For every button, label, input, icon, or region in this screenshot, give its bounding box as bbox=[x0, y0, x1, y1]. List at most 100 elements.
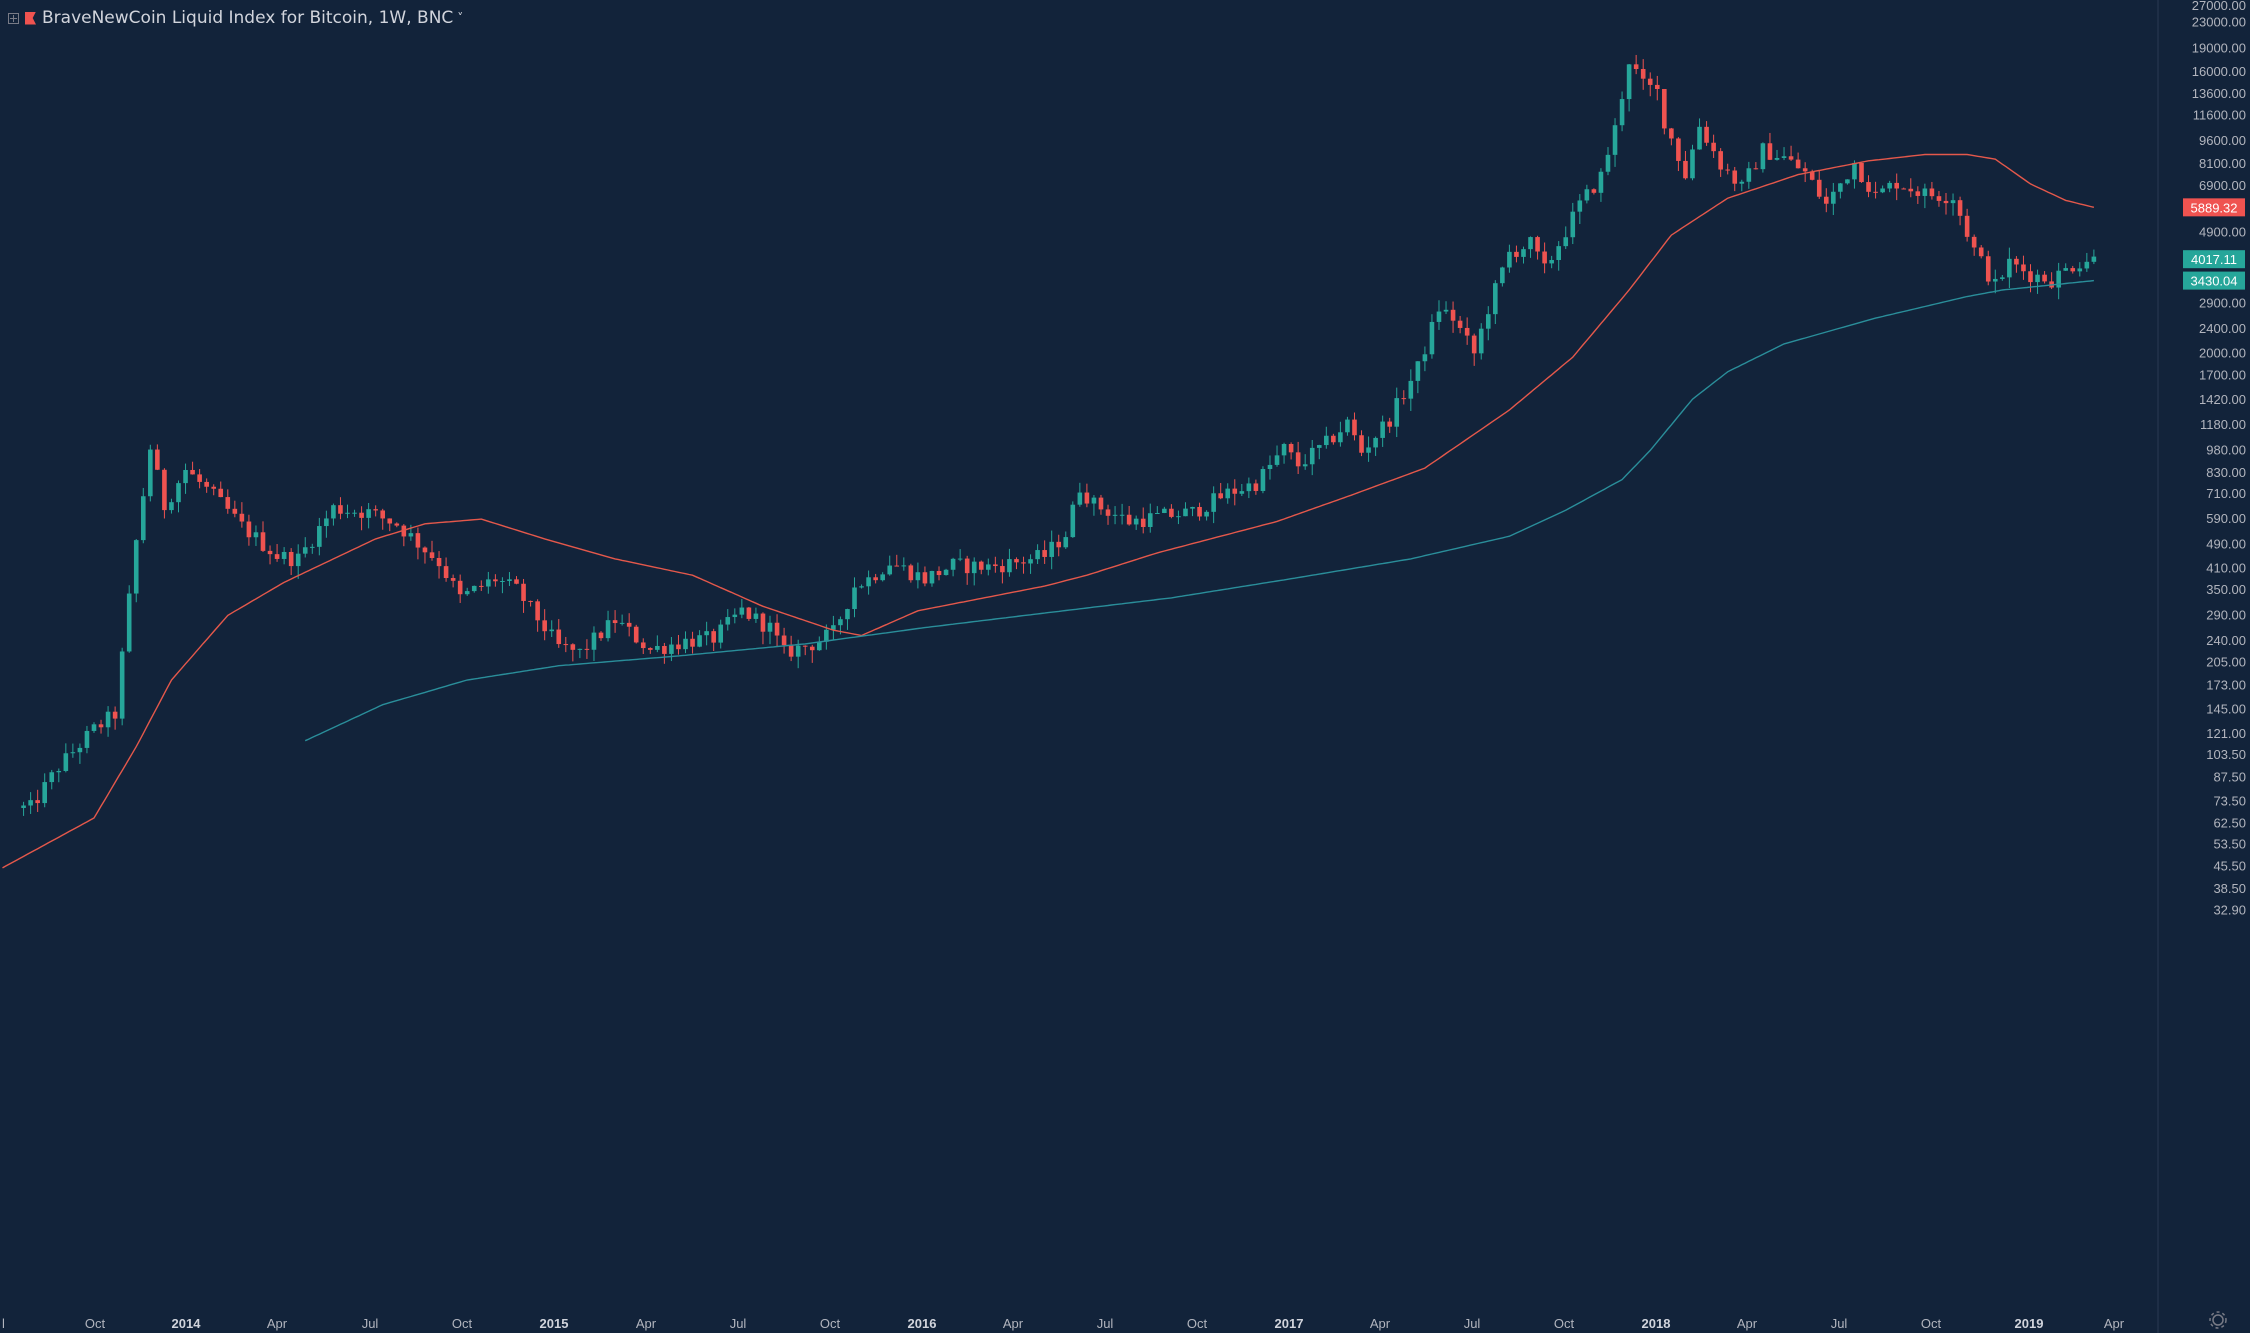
price-tick-label: 11600.00 bbox=[2193, 107, 2246, 122]
candle bbox=[493, 574, 498, 587]
symbol-title[interactable]: BraveNewCoin Liquid Index for Bitcoin, 1… bbox=[42, 8, 454, 28]
candle bbox=[1408, 369, 1414, 411]
candle bbox=[21, 801, 26, 816]
chart-legend[interactable]: BraveNewCoin Liquid Index for Bitcoin, 1… bbox=[8, 7, 463, 29]
candle bbox=[98, 719, 104, 734]
candle bbox=[1852, 160, 1857, 189]
candle bbox=[2056, 262, 2061, 300]
candle bbox=[824, 624, 829, 650]
candle bbox=[507, 572, 512, 586]
candle bbox=[1387, 417, 1392, 433]
candle bbox=[1197, 502, 1202, 521]
candle bbox=[986, 558, 991, 576]
candle bbox=[1485, 306, 1491, 341]
flag-icon[interactable] bbox=[25, 11, 36, 25]
candle bbox=[563, 636, 569, 653]
candle bbox=[964, 555, 970, 585]
candle bbox=[859, 584, 864, 589]
candle bbox=[549, 620, 555, 638]
candle bbox=[1239, 484, 1245, 497]
candle bbox=[2014, 256, 2019, 273]
time-tick-label: Oct bbox=[1921, 1316, 1942, 1331]
candle bbox=[866, 570, 871, 595]
price-tick-label: 103.50 bbox=[2206, 747, 2246, 762]
candle bbox=[429, 540, 435, 561]
candle bbox=[464, 587, 470, 596]
candle bbox=[697, 630, 702, 648]
candle bbox=[584, 639, 590, 659]
candle bbox=[873, 573, 878, 584]
candle bbox=[1464, 317, 1470, 345]
candle bbox=[1394, 387, 1400, 438]
candle bbox=[2084, 252, 2090, 272]
candle bbox=[936, 566, 942, 581]
candle bbox=[922, 566, 928, 587]
candle bbox=[781, 627, 787, 654]
candle bbox=[683, 631, 688, 654]
candle bbox=[1246, 477, 1252, 499]
price-axis[interactable]: 27000.00 23000.00 19000.00 16000.00 13600.00… bbox=[2192, 0, 2246, 917]
candle bbox=[1549, 255, 1554, 269]
candle bbox=[542, 609, 547, 641]
candle bbox=[957, 549, 963, 562]
candle bbox=[471, 585, 477, 593]
candle bbox=[239, 502, 245, 528]
candle bbox=[817, 636, 822, 651]
candle bbox=[1253, 479, 1259, 495]
candle bbox=[1640, 59, 1646, 90]
candle bbox=[535, 599, 540, 632]
candles-layer bbox=[21, 54, 2097, 816]
candle bbox=[993, 556, 998, 573]
candle bbox=[1493, 280, 1498, 325]
candle bbox=[1288, 442, 1294, 460]
candle bbox=[1838, 182, 1843, 199]
candle bbox=[577, 648, 583, 659]
candle bbox=[112, 706, 118, 730]
candle bbox=[1091, 495, 1097, 516]
candle bbox=[1316, 444, 1322, 460]
candle bbox=[1704, 121, 1709, 146]
candle bbox=[2042, 271, 2047, 284]
price-tick-label: 145.00 bbox=[2206, 701, 2246, 716]
time-tick-label: Oct bbox=[1187, 1316, 1208, 1331]
price-tick-label: 350.00 bbox=[2206, 582, 2246, 597]
time-tick-label: 2017 bbox=[1275, 1316, 1304, 1331]
price-tick-label: 1420.00 bbox=[2199, 392, 2246, 407]
time-tick-label: Apr bbox=[2104, 1316, 2125, 1331]
candle bbox=[1457, 315, 1463, 334]
price-tick-label: 980.00 bbox=[2206, 442, 2246, 457]
candle bbox=[1260, 466, 1266, 494]
candle bbox=[1859, 162, 1864, 183]
time-tick-label: Apr bbox=[1003, 1316, 1024, 1331]
candle bbox=[1331, 433, 1336, 445]
time-tick-label: Oct bbox=[85, 1316, 106, 1331]
candle bbox=[1514, 245, 1519, 263]
time-axis[interactable]: l Oct 2014 Apr Jul Oct 2015 Apr Jul Oct 2016 Apr Jul… bbox=[2, 1316, 2125, 1331]
candle bbox=[1823, 188, 1829, 213]
price-label: 5889.32 bbox=[2183, 198, 2245, 217]
candle bbox=[1056, 534, 1062, 557]
candle bbox=[457, 574, 463, 603]
time-tick-label: Apr bbox=[1370, 1316, 1391, 1331]
candle bbox=[232, 500, 238, 518]
settings-gear-icon[interactable] bbox=[2209, 1311, 2227, 1329]
add-symbol-icon[interactable] bbox=[8, 12, 19, 24]
candle bbox=[1542, 242, 1547, 274]
candle bbox=[387, 518, 393, 532]
price-tick-label: 1180.00 bbox=[2200, 417, 2246, 432]
candle bbox=[1359, 430, 1364, 457]
time-tick-label: Jul bbox=[1831, 1316, 1848, 1331]
candle bbox=[56, 768, 62, 783]
candle bbox=[295, 544, 301, 579]
candle bbox=[591, 626, 597, 662]
candle bbox=[1140, 507, 1146, 534]
candle bbox=[1908, 178, 1914, 198]
candle bbox=[1943, 192, 1949, 215]
candle bbox=[528, 600, 533, 607]
candle bbox=[352, 509, 357, 517]
candle bbox=[1232, 479, 1238, 506]
chevron-down-icon[interactable]: ˅ bbox=[457, 11, 464, 25]
candle bbox=[331, 503, 336, 526]
